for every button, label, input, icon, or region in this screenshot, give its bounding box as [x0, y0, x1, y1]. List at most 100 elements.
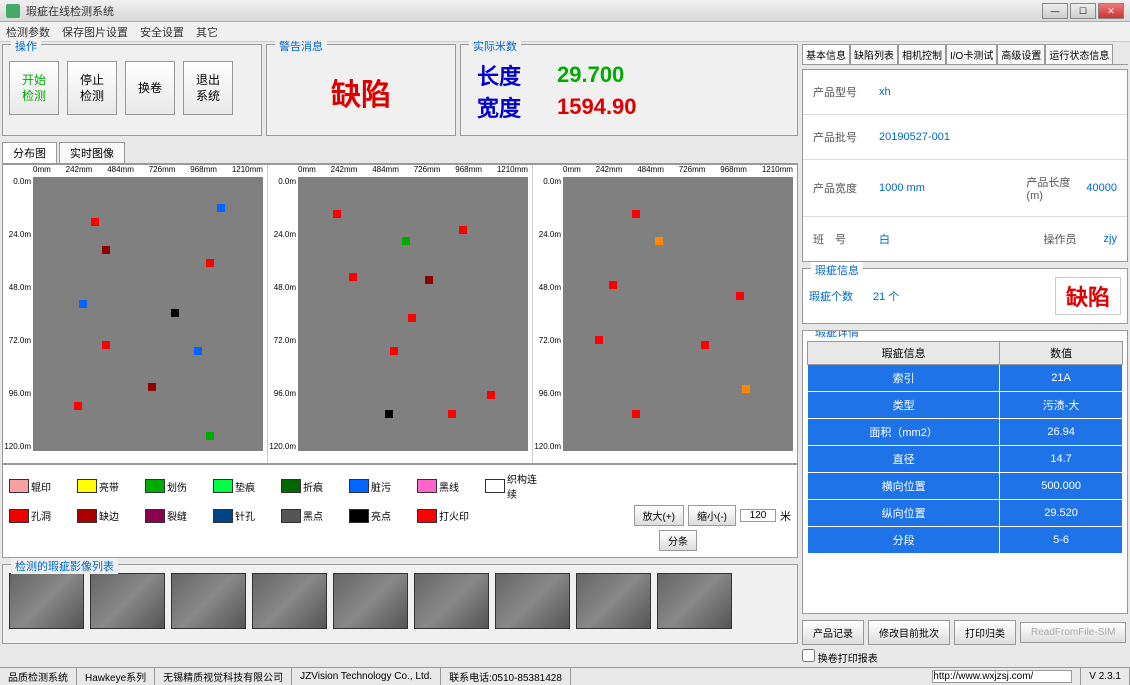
chart-2: 0mm242mm484mm726mm968mm1210mm 0.0m24.0m4…: [268, 165, 533, 463]
legend-item: 亮点: [349, 508, 407, 523]
tab-io-test[interactable]: I/O卡测试: [946, 44, 997, 64]
status-phone: 联系电话:0510-85381428: [441, 668, 571, 685]
defect-thumbnail[interactable]: [9, 573, 84, 629]
defect-thumbnail[interactable]: [495, 573, 570, 629]
right-tabs: 基本信息 缺陷列表 相机控制 I/O卡测试 高级设置 运行状态信息: [802, 44, 1128, 65]
status-company-en: JZVision Technology Co., Ltd.: [292, 668, 441, 685]
table-row: 直径14.7: [808, 446, 1123, 473]
tab-camera-control[interactable]: 相机控制: [898, 44, 946, 64]
print-category-button[interactable]: 打印归类: [954, 620, 1016, 645]
defect-dot: [655, 237, 663, 245]
table-row: 类型污渍-大: [808, 392, 1123, 419]
product-batch-label: 产品批号: [813, 129, 873, 145]
defect-dot: [102, 341, 110, 349]
defect-thumbnail[interactable]: [414, 573, 489, 629]
product-model-label: 产品型号: [813, 84, 873, 100]
legend-item: 针孔: [213, 508, 271, 523]
defect-thumbnail[interactable]: [252, 573, 327, 629]
edit-batch-button[interactable]: 修改目前批次: [868, 620, 950, 645]
statusbar: 品质检测系统 Hawkeye系列 无锡精质视觉科技有限公司 JZVision T…: [0, 667, 1130, 685]
defect-dot: [206, 432, 214, 440]
status-system: 品质检测系统: [0, 668, 77, 685]
maximize-button[interactable]: ☐: [1070, 3, 1096, 19]
defect-dot: [148, 383, 156, 391]
defect-dot: [408, 314, 416, 322]
defect-thumbnail[interactable]: [90, 573, 165, 629]
defect-count-legend: 瑕疵信息: [811, 262, 863, 278]
product-width-value: 1000 mm: [879, 182, 925, 194]
legend-item: 黑点: [281, 508, 339, 523]
legend-item: 黑线: [417, 479, 475, 494]
defect-count-label: 瑕疵个数: [809, 288, 853, 304]
split-button[interactable]: 分条: [659, 530, 697, 551]
legend-item: 垫痕: [213, 479, 271, 494]
defect-dot: [385, 410, 393, 418]
defect-dot: [91, 218, 99, 226]
reroll-button[interactable]: 换卷: [125, 61, 175, 115]
reprint-checkbox[interactable]: 换卷打印报表: [802, 649, 878, 665]
shift-value: 白: [879, 231, 890, 247]
zoom-out-button[interactable]: 缩小(-): [688, 505, 736, 526]
titlebar: 瑕疵在线检测系统 — ☐ ✕: [0, 0, 1130, 22]
table-row: 分段5-6: [808, 527, 1123, 554]
product-batch-value: 20190527-001: [879, 131, 950, 143]
product-info-card: 产品型号 xh 产品批号 20190527-001 产品宽度 1000 mm 产…: [802, 69, 1128, 262]
bottom-buttons: 产品记录 修改目前批次 打印归类 ReadFromFile-SIM 换卷打印报表: [802, 620, 1128, 665]
legend-item: 打火印: [417, 508, 475, 523]
width-value: 1594.90: [557, 94, 637, 120]
defect-count-value: 21 个: [873, 288, 899, 304]
chart-1: 0mm242mm484mm726mm968mm1210mm 0.0m24.0m4…: [3, 165, 268, 463]
app-icon: [6, 4, 20, 18]
legend-item: 折痕: [281, 479, 339, 494]
status-series: Hawkeye系列: [77, 668, 155, 685]
defect-dot: [217, 204, 225, 212]
product-width-label: 产品宽度: [813, 180, 873, 196]
chart-3: 0mm242mm484mm726mm968mm1210mm 0.0m24.0m4…: [533, 165, 797, 463]
defect-thumbnail[interactable]: [576, 573, 651, 629]
defect-dot: [74, 402, 82, 410]
operations-legend: 操作: [11, 38, 41, 54]
tab-runtime-status[interactable]: 运行状态信息: [1045, 44, 1113, 64]
legend-item: 孔洞: [9, 508, 67, 523]
warning-text: 缺陷: [331, 70, 391, 114]
menu-save-image-settings[interactable]: 保存图片设置: [62, 24, 128, 40]
meters-legend: 实际米数: [469, 38, 521, 54]
defect-detail-group: 瑕疵详情 瑕疵信息 数值 索引21A类型污渍-大面积（mm2）26.94直径14…: [802, 330, 1128, 614]
tab-basic-info[interactable]: 基本信息: [802, 44, 850, 64]
legend-item: 划伤: [145, 479, 203, 494]
defect-dot: [487, 391, 495, 399]
tab-defect-list[interactable]: 缺陷列表: [850, 44, 898, 64]
table-row: 横向位置500.000: [808, 473, 1123, 500]
zoom-in-button[interactable]: 放大(+): [634, 505, 685, 526]
menu-other[interactable]: 其它: [196, 24, 218, 40]
defect-dot: [742, 385, 750, 393]
length-value: 29.700: [557, 62, 624, 88]
product-record-button[interactable]: 产品记录: [802, 620, 864, 645]
read-file-button[interactable]: ReadFromFile-SIM: [1020, 622, 1126, 643]
defect-thumbnail[interactable]: [333, 573, 408, 629]
defect-detail-legend: 瑕疵详情: [811, 330, 863, 340]
defect-thumbnail[interactable]: [171, 573, 246, 629]
tab-advanced[interactable]: 高级设置: [997, 44, 1045, 64]
tab-distribution[interactable]: 分布图: [2, 142, 57, 163]
defect-dot: [206, 259, 214, 267]
table-row: 索引21A: [808, 365, 1123, 392]
close-button[interactable]: ✕: [1098, 3, 1124, 19]
detail-col-value: 数值: [1000, 342, 1123, 365]
menu-security-settings[interactable]: 安全设置: [140, 24, 184, 40]
zoom-value-input[interactable]: [740, 509, 776, 522]
status-url-input[interactable]: [932, 670, 1072, 683]
defect-dot: [609, 281, 617, 289]
tab-realtime-image[interactable]: 实时图像: [59, 142, 125, 163]
defect-count-group: 瑕疵信息 瑕疵个数 21 个 缺陷: [802, 268, 1128, 324]
start-detection-button[interactable]: 开始 检测: [9, 61, 59, 115]
defect-detail-table: 瑕疵信息 数值 索引21A类型污渍-大面积（mm2）26.94直径14.7横向位…: [807, 341, 1123, 554]
zoom-unit: 米: [780, 508, 791, 524]
warning-group: 警告消息 缺陷: [266, 44, 456, 136]
exit-system-button[interactable]: 退出 系统: [183, 61, 233, 115]
minimize-button[interactable]: —: [1042, 3, 1068, 19]
defect-dot: [459, 226, 467, 234]
defect-thumbnail[interactable]: [657, 573, 732, 629]
defect-dot: [736, 292, 744, 300]
stop-detection-button[interactable]: 停止 检测: [67, 61, 117, 115]
